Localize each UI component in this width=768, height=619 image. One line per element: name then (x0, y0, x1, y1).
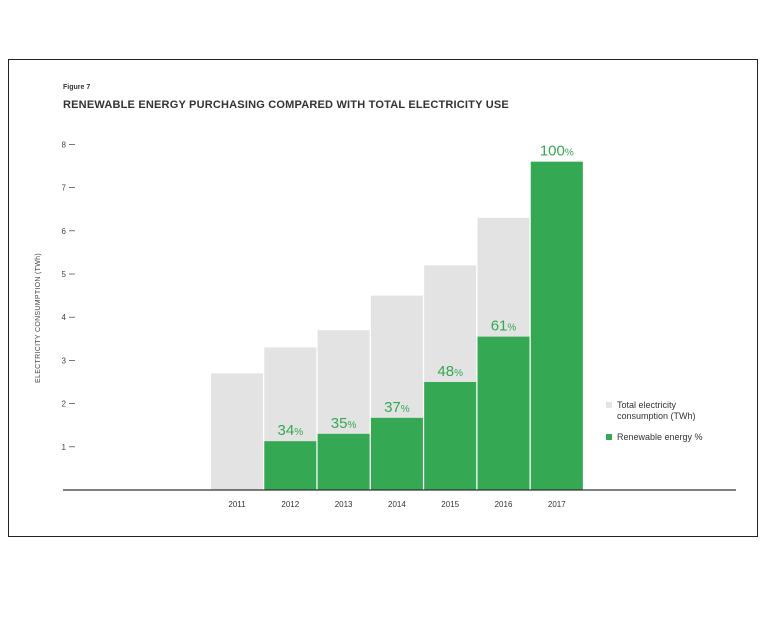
y-tick-label: 8 (62, 140, 67, 149)
y-tick-label: 1 (62, 443, 67, 452)
pct-label-2013: 35% (331, 415, 357, 432)
data-labels: 34% 35% 37% 48% 61% 100% (278, 143, 574, 440)
figure-label: Figure 7 (63, 84, 91, 91)
legend-swatch-2 (606, 434, 612, 440)
x-tick-label-2017: 2017 (548, 500, 566, 509)
legend-label-1-line2: consumption (TWh) (617, 411, 696, 421)
x-tick-label-2011: 2011 (228, 500, 246, 509)
legend-label-2: Renewable energy % (617, 432, 703, 442)
x-tick-label-2015: 2015 (441, 500, 459, 509)
pct-label-2016: 61% (491, 318, 517, 335)
x-tick-label-2014: 2014 (388, 500, 406, 509)
chart-title: RENEWABLE ENERGY PURCHASING COMPARED WIT… (63, 99, 509, 111)
renewable-bar-2015 (424, 382, 477, 490)
x-tick-label-2012: 2012 (281, 500, 299, 509)
y-tick-label: 5 (62, 270, 67, 279)
total-bar-2011 (211, 373, 263, 490)
pct-label-2012: 34% (278, 422, 304, 439)
y-tick-label: 3 (62, 356, 67, 365)
renewable-bar-2014 (370, 417, 423, 490)
renewable-bar-2012 (264, 441, 317, 490)
y-axis-title: ELECTRICITY CONSUMPTION (TWh) (35, 253, 42, 383)
x-axis: 2011 2012 2013 2014 2015 2016 2017 (63, 489, 736, 509)
pct-label-2015: 48% (437, 363, 463, 380)
renewable-bar-2017 (530, 161, 583, 490)
pct-label-2017: 100% (540, 143, 574, 160)
bars (211, 161, 583, 490)
y-axis: 1 2 3 4 5 6 7 8 (62, 140, 75, 452)
renewable-bar-2013 (317, 433, 370, 490)
y-tick-label: 6 (62, 227, 67, 236)
y-tick-label: 7 (62, 184, 67, 193)
y-tick-label: 2 (62, 400, 67, 409)
pct-label-2014: 37% (384, 399, 410, 416)
legend-swatch-1 (606, 402, 612, 408)
x-tick-label-2016: 2016 (495, 500, 513, 509)
legend-label-1: Total electricity (617, 400, 677, 410)
y-tick-label: 4 (62, 313, 67, 322)
x-tick-label-2013: 2013 (335, 500, 353, 509)
renewable-bar-2016 (477, 336, 530, 490)
